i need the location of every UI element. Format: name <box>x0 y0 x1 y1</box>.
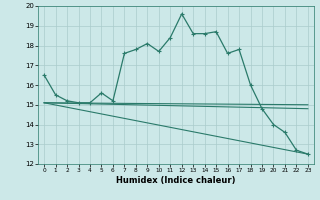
X-axis label: Humidex (Indice chaleur): Humidex (Indice chaleur) <box>116 176 236 185</box>
